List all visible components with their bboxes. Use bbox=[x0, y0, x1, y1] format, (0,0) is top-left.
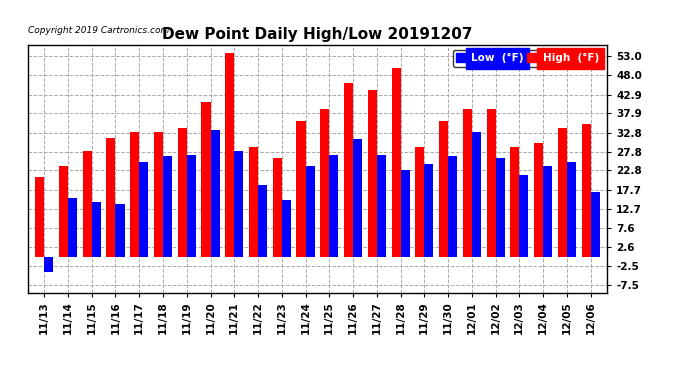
Bar bbox=[368, 90, 377, 256]
Bar bbox=[282, 200, 290, 256]
Bar bbox=[154, 132, 163, 256]
Bar bbox=[35, 177, 44, 256]
Bar bbox=[201, 102, 210, 256]
Bar bbox=[178, 128, 187, 256]
Bar bbox=[92, 202, 101, 256]
Bar bbox=[139, 162, 148, 256]
Bar bbox=[448, 156, 457, 256]
Bar bbox=[591, 192, 600, 256]
Bar bbox=[258, 185, 267, 256]
Bar bbox=[273, 158, 282, 256]
Bar bbox=[106, 138, 115, 256]
Bar bbox=[415, 147, 424, 256]
Bar bbox=[83, 151, 92, 256]
Bar bbox=[486, 109, 495, 256]
Bar bbox=[187, 154, 196, 256]
Bar bbox=[130, 132, 139, 256]
Bar bbox=[306, 166, 315, 256]
Bar bbox=[463, 109, 472, 256]
Bar bbox=[472, 132, 481, 256]
Text: Copyright 2019 Cartronics.com: Copyright 2019 Cartronics.com bbox=[28, 26, 169, 35]
Bar bbox=[582, 124, 591, 256]
Bar bbox=[566, 162, 576, 256]
Bar bbox=[44, 256, 53, 272]
Bar bbox=[558, 128, 566, 256]
Bar bbox=[495, 158, 504, 256]
Bar bbox=[377, 154, 386, 256]
Title: Dew Point Daily High/Low 20191207: Dew Point Daily High/Low 20191207 bbox=[162, 27, 473, 42]
Bar bbox=[320, 109, 329, 256]
Bar bbox=[235, 151, 244, 256]
Bar bbox=[329, 154, 338, 256]
Bar bbox=[59, 166, 68, 256]
Bar bbox=[439, 121, 448, 256]
Bar bbox=[210, 130, 219, 256]
Bar bbox=[534, 143, 543, 256]
Bar bbox=[520, 176, 529, 256]
Bar bbox=[353, 140, 362, 256]
Bar bbox=[400, 170, 410, 256]
Legend: Low  (°F), High  (°F): Low (°F), High (°F) bbox=[453, 50, 602, 66]
Bar bbox=[344, 83, 353, 256]
Bar bbox=[391, 68, 400, 256]
Bar bbox=[225, 53, 235, 257]
Bar bbox=[68, 198, 77, 256]
Bar bbox=[543, 166, 552, 256]
Bar bbox=[424, 164, 433, 256]
Bar bbox=[115, 204, 124, 257]
Bar bbox=[249, 147, 258, 256]
Bar bbox=[163, 156, 172, 256]
Bar bbox=[511, 147, 520, 256]
Bar bbox=[297, 121, 306, 256]
